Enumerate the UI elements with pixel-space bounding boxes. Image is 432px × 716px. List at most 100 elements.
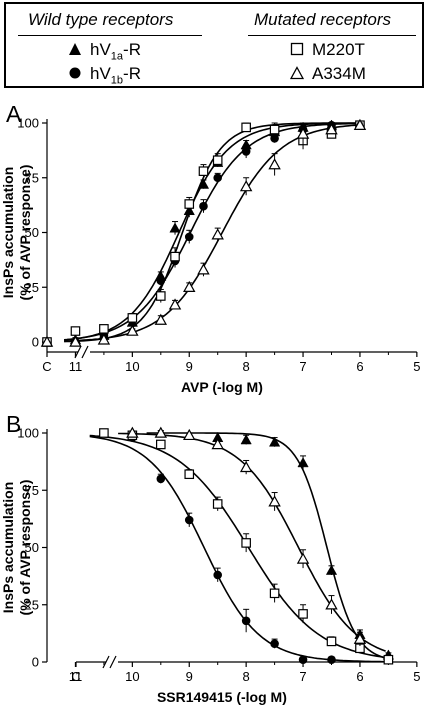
series-triangle-filled — [41, 119, 366, 347]
open-triangle-marker — [296, 552, 310, 564]
open-triangle-marker — [69, 335, 82, 347]
open-square-marker — [170, 251, 180, 262]
y-axis-title-line2: (% of AVP response) — [17, 480, 33, 616]
open-triangle-marker — [97, 333, 111, 345]
open-square-marker-icon — [290, 42, 304, 56]
open-square-marker — [184, 199, 195, 209]
legend-label-sub: 1b — [110, 74, 124, 87]
open-triangle-marker-icon — [290, 66, 304, 80]
panel-label: A — [6, 101, 22, 127]
open-square-marker — [127, 313, 138, 323]
chart-panel-b: B 0 25 50 75 100 C11 10 9 8 7 6 5 SSR149415 (-log M) I… — [0, 411, 420, 705]
open-square-marker — [383, 654, 394, 665]
y-tick-label: 50 — [25, 225, 39, 240]
x-tick-label: 10 — [125, 359, 139, 374]
legend-label: M220T — [312, 40, 365, 59]
filled-circle-marker — [199, 201, 208, 211]
open-square-marker — [99, 324, 109, 334]
open-square-marker — [99, 428, 109, 438]
open-triangle-marker — [126, 324, 139, 336]
open-triangle-marker — [353, 118, 367, 130]
legend-label-suffix: -R — [123, 40, 141, 59]
series-triangle-filled — [146, 427, 395, 660]
y-tick-label: 75 — [25, 483, 39, 498]
open-triangle-marker — [268, 495, 281, 507]
open-square-marker — [269, 124, 280, 135]
open-square-marker — [298, 609, 308, 619]
fit-curve — [89, 435, 386, 663]
fit-curve — [118, 432, 386, 652]
panel-label: B — [6, 411, 21, 437]
open-triangle-marker — [183, 428, 196, 441]
filled-circle-marker — [213, 570, 222, 580]
open-square-marker — [70, 326, 81, 336]
open-triangle-marker — [168, 298, 182, 310]
fit-curve — [64, 122, 358, 341]
filled-triangle-marker — [240, 434, 252, 445]
filled-triangle-marker — [169, 222, 181, 233]
open-square-marker — [241, 122, 251, 133]
x-tick-label: 11 — [69, 669, 83, 684]
open-triangle-marker — [353, 632, 367, 644]
y-tick-label: 100 — [17, 116, 39, 131]
legend-label: A334M — [312, 64, 366, 83]
open-triangle-marker — [126, 426, 139, 438]
filled-triangle-marker — [325, 564, 338, 575]
open-square-marker — [212, 499, 223, 509]
filled-circle-marker — [241, 147, 251, 156]
fit-curve — [89, 434, 386, 659]
axis-break-mark — [109, 655, 117, 669]
filled-triangle-marker-icon — [69, 43, 81, 55]
open-square-marker — [326, 636, 337, 647]
x-tick-label: 9 — [186, 359, 193, 374]
open-square-marker — [269, 588, 280, 599]
open-triangle-marker — [325, 598, 338, 610]
series-triangle-open — [40, 118, 367, 347]
x-tick-label: 10 — [125, 669, 139, 684]
filled-circle-marker — [327, 655, 336, 665]
open-triangle-marker — [296, 127, 310, 139]
filled-circle-marker — [156, 474, 166, 484]
filled-circle-marker — [184, 232, 194, 242]
x-tick-label: 5 — [413, 359, 420, 374]
open-triangle-marker — [183, 280, 196, 293]
legend-label-hv: hV — [90, 64, 111, 83]
x-tick-label-control: C — [71, 669, 80, 684]
y-tick-label: 25 — [25, 597, 39, 612]
open-square-marker — [212, 155, 223, 166]
filled-circle-marker-icon — [69, 67, 81, 79]
fit-curve — [64, 124, 358, 342]
open-triangle-marker — [154, 426, 168, 438]
open-triangle-marker — [211, 438, 224, 450]
y-tick-label: 0 — [32, 655, 39, 670]
fit-curve — [146, 432, 386, 659]
y-tick-label: 25 — [25, 280, 39, 295]
chart-panel-a: A 0 25 50 75 100 C 11 10 9 8 7 6 5 AVP (-log M) InsPs a… — [0, 101, 420, 395]
series-square-open — [42, 120, 365, 347]
y-tick-label: 75 — [25, 170, 39, 185]
legend-label-sub: 1a — [110, 50, 124, 63]
filled-circle-marker — [270, 134, 279, 143]
y-tick-label: 50 — [25, 540, 39, 555]
legend-title-mutated: Mutated receptors — [254, 10, 392, 29]
legend-entry-hv1a-r: hV1a-R — [69, 40, 141, 63]
legend-entry-hv1b-r: hV1b-R — [69, 64, 141, 87]
axis-break-mark — [102, 655, 110, 669]
y-tick-label: 0 — [32, 335, 39, 350]
x-tick-label: 11 — [69, 359, 83, 374]
open-square-marker — [198, 166, 209, 176]
open-triangle-marker — [239, 460, 253, 473]
x-tick-label: 5 — [413, 669, 420, 684]
y-axis-title-line2: (% of AVP response) — [17, 165, 33, 301]
legend-rule-mutated — [248, 35, 416, 36]
x-tick-label: 6 — [356, 359, 363, 374]
fit-curve — [64, 122, 358, 343]
open-triangle-marker — [239, 180, 253, 192]
filled-circle-marker — [241, 616, 251, 626]
legend-title-wild-type: Wild type receptors — [28, 10, 174, 29]
open-square-marker — [156, 291, 166, 301]
legend-label-hv: hV — [90, 40, 111, 59]
open-triangle-marker — [40, 335, 54, 347]
series-square-open — [89, 428, 394, 665]
open-triangle-marker — [197, 263, 210, 275]
